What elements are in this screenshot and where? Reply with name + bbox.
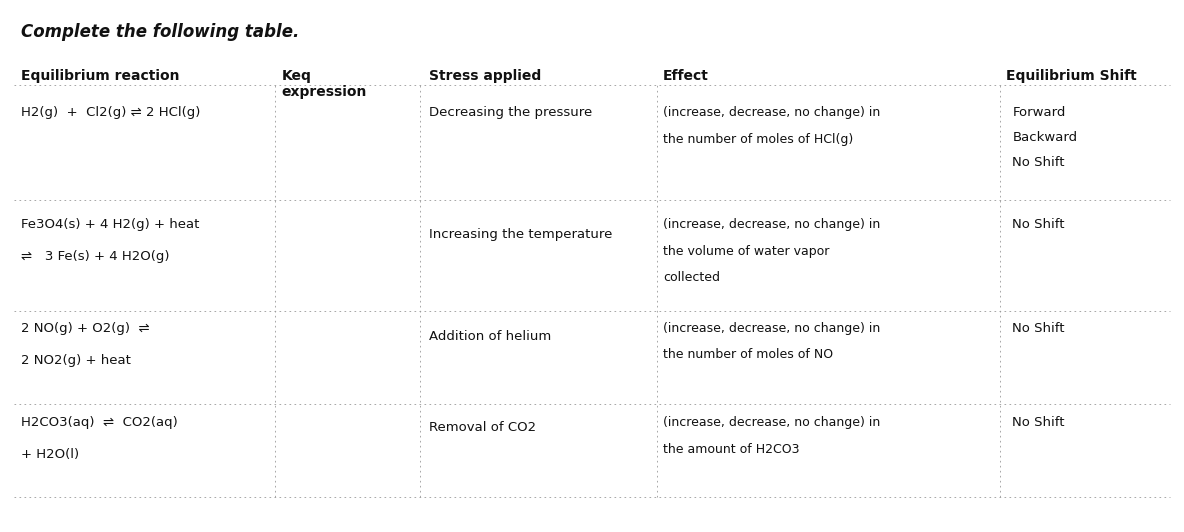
Text: (increase, decrease, no change) in: (increase, decrease, no change) in bbox=[663, 416, 880, 429]
Text: Equilibrium Shift: Equilibrium Shift bbox=[1006, 69, 1137, 83]
Text: Effect: Effect bbox=[663, 69, 709, 83]
Text: Removal of CO2: Removal of CO2 bbox=[429, 421, 535, 434]
Text: Complete the following table.: Complete the following table. bbox=[21, 23, 300, 41]
Text: Addition of helium: Addition of helium bbox=[429, 330, 551, 343]
Text: Forward: Forward bbox=[1012, 106, 1066, 119]
Text: No Shift: No Shift bbox=[1012, 218, 1064, 231]
Text: the amount of H2CO3: the amount of H2CO3 bbox=[663, 443, 799, 455]
Text: (increase, decrease, no change) in: (increase, decrease, no change) in bbox=[663, 322, 880, 335]
Text: H2(g)  +  Cl2(g) ⇌ 2 HCl(g): H2(g) + Cl2(g) ⇌ 2 HCl(g) bbox=[21, 106, 200, 119]
Text: Decreasing the pressure: Decreasing the pressure bbox=[429, 106, 592, 119]
Text: 2 NO(g) + O2(g)  ⇌: 2 NO(g) + O2(g) ⇌ bbox=[21, 322, 150, 335]
Text: Keq
expression: Keq expression bbox=[282, 69, 367, 99]
Text: (increase, decrease, no change) in: (increase, decrease, no change) in bbox=[663, 218, 880, 231]
Text: No Shift: No Shift bbox=[1012, 416, 1064, 429]
Text: + H2O(l): + H2O(l) bbox=[21, 448, 79, 461]
Text: 2 NO2(g) + heat: 2 NO2(g) + heat bbox=[21, 354, 131, 367]
Text: collected: collected bbox=[663, 271, 720, 284]
Text: the number of moles of NO: the number of moles of NO bbox=[663, 348, 834, 361]
Text: the number of moles of HCl(g): the number of moles of HCl(g) bbox=[663, 133, 854, 146]
Text: ⇌   3 Fe(s) + 4 H2O(g): ⇌ 3 Fe(s) + 4 H2O(g) bbox=[21, 250, 169, 263]
Text: Increasing the temperature: Increasing the temperature bbox=[429, 228, 612, 240]
Text: No Shift: No Shift bbox=[1012, 322, 1064, 335]
Text: (increase, decrease, no change) in: (increase, decrease, no change) in bbox=[663, 106, 880, 119]
Text: Backward: Backward bbox=[1012, 131, 1077, 144]
Text: Stress applied: Stress applied bbox=[429, 69, 541, 83]
Text: H2CO3(aq)  ⇌  CO2(aq): H2CO3(aq) ⇌ CO2(aq) bbox=[21, 416, 178, 429]
Text: No Shift: No Shift bbox=[1012, 156, 1064, 169]
Text: Fe3O4(s) + 4 H2(g) + heat: Fe3O4(s) + 4 H2(g) + heat bbox=[21, 218, 200, 231]
Text: Equilibrium reaction: Equilibrium reaction bbox=[21, 69, 180, 83]
Text: the volume of water vapor: the volume of water vapor bbox=[663, 245, 830, 257]
